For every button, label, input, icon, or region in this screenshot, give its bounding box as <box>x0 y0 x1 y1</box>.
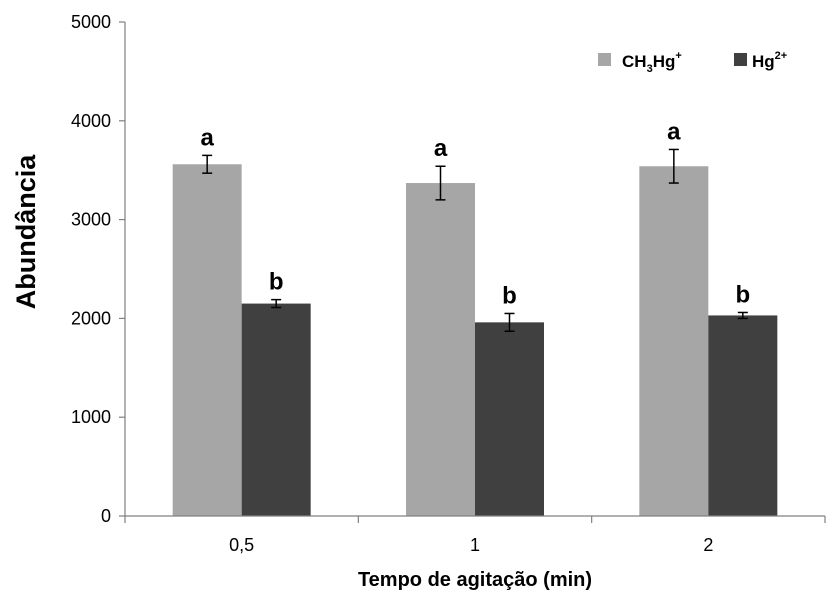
x-tick-label-0: 0,5 <box>229 535 254 555</box>
y-axis-title: Abundância <box>11 154 41 309</box>
bars-layer <box>172 164 778 517</box>
legend-label-hg2: Hg2+ <box>752 50 787 71</box>
bar-s1-c1 <box>475 322 544 516</box>
legend-hg2-part-2plus: 2+ <box>775 50 788 62</box>
bar-s0-c2 <box>639 166 709 517</box>
legend-ch3hg-part-3: 3 <box>647 63 653 75</box>
bar-s0-c1 <box>406 183 475 516</box>
legend: CH3Hg+ Hg2+ <box>598 50 787 75</box>
legend-label-ch3hg: CH3Hg+ <box>622 50 682 75</box>
y-tick-label-5: 5000 <box>71 12 111 32</box>
x-axis-title: Tempo de agitação (min) <box>358 569 592 591</box>
bar-s1-c0 <box>241 303 311 516</box>
significance-label-s0-c2: a <box>667 118 681 145</box>
legend-swatch-ch3hg <box>598 53 611 66</box>
significance-label-s0-c0: a <box>200 124 214 151</box>
y-tick-label-0: 0 <box>101 506 111 526</box>
significance-labels-layer: a a a b b b <box>200 118 750 309</box>
legend-ch3hg-part-plus: + <box>675 50 681 62</box>
y-tick-label-1: 1000 <box>71 407 111 427</box>
axes-layer: 0 1000 2000 3000 4000 5000 0,5 1 2 <box>71 12 826 555</box>
x-tick-label-2: 2 <box>703 535 713 555</box>
legend-swatch-hg2 <box>734 53 747 66</box>
x-tick-label-1: 1 <box>470 535 480 555</box>
legend-ch3hg-part-ch: CH <box>622 52 647 71</box>
significance-label-s1-c0: b <box>269 269 284 296</box>
significance-label-s1-c1: b <box>502 282 517 309</box>
error-bars-layer <box>202 148 748 332</box>
significance-label-s1-c2: b <box>735 281 750 308</box>
legend-ch3hg-part-hg: Hg <box>653 52 676 71</box>
bar-s0-c0 <box>172 164 242 516</box>
bar-s1-c2 <box>708 315 778 516</box>
y-tick-label-4: 4000 <box>71 111 111 131</box>
y-tick-label-2: 2000 <box>71 308 111 328</box>
legend-hg2-part-hg: Hg <box>752 52 775 71</box>
significance-label-s0-c1: a <box>434 135 448 162</box>
y-tick-label-3: 3000 <box>71 210 111 230</box>
